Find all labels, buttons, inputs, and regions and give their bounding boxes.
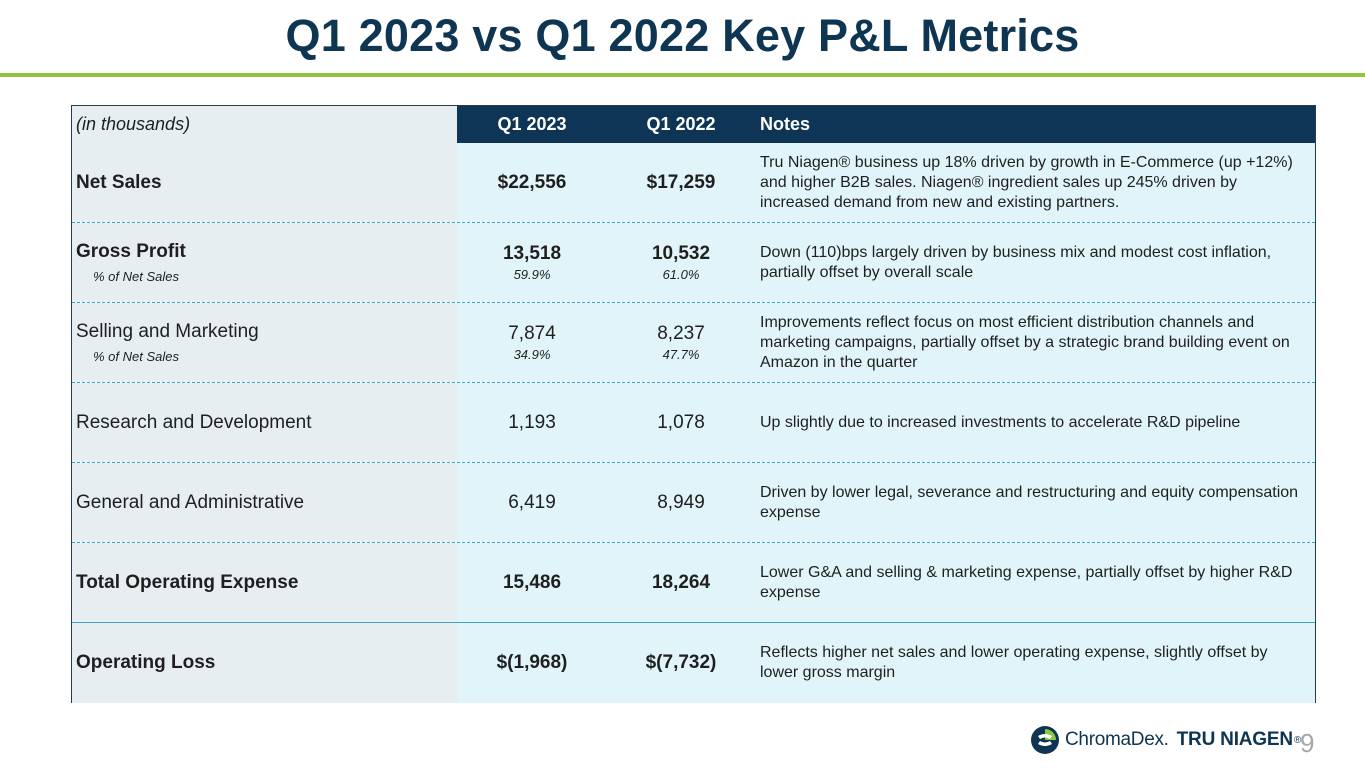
value-q1-2022: 18,264 [651, 571, 711, 593]
truniagen-wordmark: TRU NIAGEN [1176, 729, 1293, 750]
row-label: Operating Loss [76, 652, 216, 673]
value-q1-2022: 8,949 [657, 491, 705, 513]
row-note: Improvements reflect focus on most effic… [760, 313, 1290, 371]
row-note: Lower G&A and selling & marketing expens… [760, 563, 1293, 601]
company-logo: ChromaDex. TRU NIAGEN ® [1030, 725, 1301, 755]
table-row: General and Administrative 6,419 8,949 D… [72, 463, 1315, 543]
value-q1-2022: $(7,732) [645, 652, 717, 673]
row-note: Up slightly due to increased investments… [760, 413, 1241, 431]
table-row: Gross Profit % of Net Sales 13,518 59.9%… [72, 223, 1315, 303]
table-header-row: (in thousands) Q1 2023 Q1 2022 Notes [72, 106, 1315, 143]
row-label: Research and Development [76, 411, 312, 433]
row-label: Gross Profit [76, 241, 186, 262]
chromadex-wordmark: ChromaDex. [1065, 729, 1169, 750]
value-q1-2023: 13,518 [502, 243, 562, 264]
table-row: Research and Development 1,193 1,078 Up … [72, 383, 1315, 463]
header-units: (in thousands) [72, 106, 457, 143]
value-q1-2023: 6,419 [508, 491, 556, 513]
value-q1-2023: 1,193 [508, 411, 556, 433]
table-row: Net Sales $22,556 $17,259 Tru Niagen® bu… [72, 143, 1315, 223]
table-row: Total Operating Expense 15,486 18,264 Lo… [72, 543, 1315, 623]
pct-q1-2023: 59.9% [513, 267, 551, 282]
value-q1-2023: $22,556 [497, 171, 567, 193]
value-q1-2022: 10,532 [651, 243, 711, 264]
header-notes: Notes [755, 106, 1315, 143]
pct-q1-2022: 61.0% [662, 267, 700, 282]
page-number: 9 [1300, 728, 1315, 758]
pct-q1-2022: 47.7% [662, 347, 700, 362]
row-label: Net Sales [76, 171, 162, 193]
value-q1-2023: 15,486 [502, 571, 562, 593]
pl-metrics-table: (in thousands) Q1 2023 Q1 2022 Notes Net… [71, 105, 1316, 703]
pct-q1-2023: 34.9% [513, 347, 551, 362]
row-label: Total Operating Expense [76, 571, 299, 593]
page-title: Q1 2023 vs Q1 2022 Key P&L Metrics [285, 10, 1080, 61]
header-q1-2023: Q1 2023 [457, 106, 607, 143]
row-note: Driven by lower legal, severance and res… [760, 483, 1299, 521]
truniagen-registered-mark: ® [1293, 734, 1302, 746]
row-note: Tru Niagen® business up 18% driven by gr… [760, 153, 1293, 211]
value-q1-2022: 8,237 [657, 323, 705, 344]
row-label: General and Administrative [76, 491, 305, 513]
row-sublabel: % of Net Sales [93, 269, 179, 284]
table-row: Selling and Marketing % of Net Sales 7,8… [72, 303, 1315, 383]
row-label: Selling and Marketing [76, 321, 259, 342]
row-note: Reflects higher net sales and lower oper… [760, 644, 1268, 681]
header-q1-2022: Q1 2022 [607, 106, 755, 143]
row-sublabel: % of Net Sales [93, 349, 179, 364]
value-q1-2022: 1,078 [657, 411, 705, 433]
title-divider [0, 73, 1365, 77]
value-q1-2023: 7,874 [508, 323, 556, 344]
chromadex-mark-icon [1031, 726, 1059, 754]
row-note: Down (110)bps largely driven by business… [760, 243, 1272, 281]
value-q1-2023: $(1,968) [496, 652, 568, 673]
value-q1-2022: $17,259 [646, 171, 716, 193]
table-row: Operating Loss $(1,968) $(7,732) Reflect… [72, 623, 1315, 703]
